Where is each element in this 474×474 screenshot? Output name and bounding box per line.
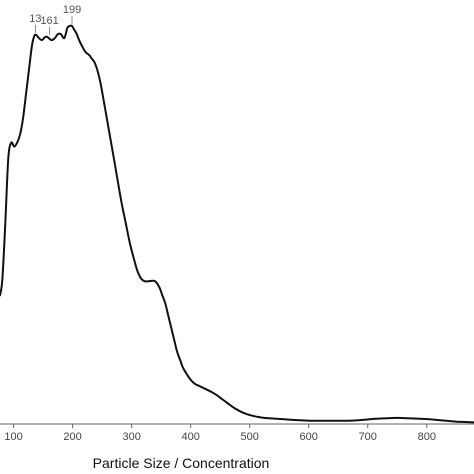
x-tick-label: 300 (122, 431, 140, 443)
peak-label: 161 (40, 15, 58, 27)
x-tick-label: 100 (4, 431, 22, 443)
x-tick-label: 600 (300, 431, 318, 443)
x-ticks (13, 424, 428, 428)
x-axis-label: Particle Size / Concentration (93, 455, 270, 471)
series-line (0, 24, 474, 424)
x-tick-label: 400 (181, 431, 199, 443)
peak-markers (34, 16, 73, 35)
x-tick-label: 800 (418, 431, 436, 443)
peak-label: 13 (29, 13, 41, 25)
x-tick-label: 700 (359, 431, 377, 443)
x-tick-label: 500 (241, 431, 259, 443)
x-tick-label: 200 (63, 431, 81, 443)
peak-label: 199 (63, 4, 81, 16)
x-tick-labels: 100 200 300 400 500 600 700 800 (4, 431, 436, 443)
